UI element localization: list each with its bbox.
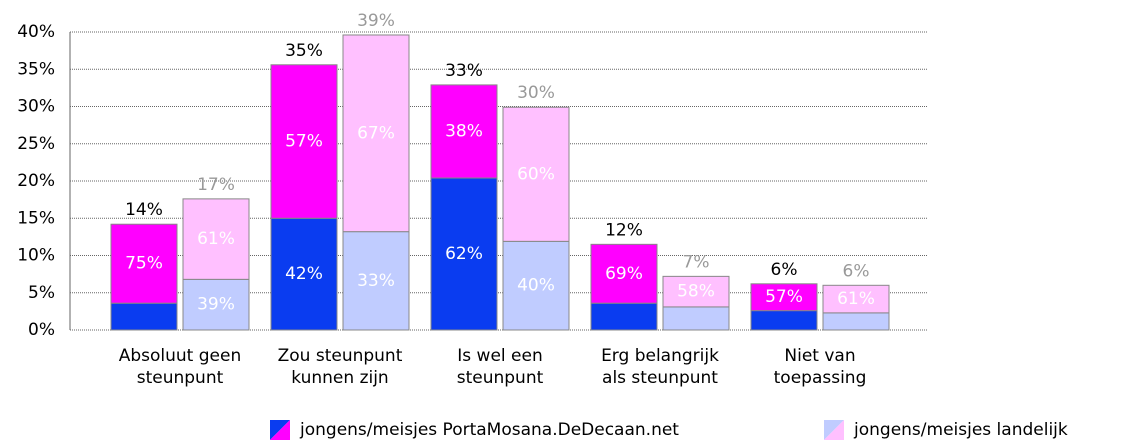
- bar-segment: [430, 177, 498, 331]
- segment-label: 60%: [517, 164, 555, 184]
- total-label: 7%: [683, 252, 710, 272]
- legend-label: jongens/meisjes PortaMosana.DeDecaan.net: [299, 420, 679, 440]
- y-tick-label: 0%: [28, 320, 55, 340]
- legend-swatch: [824, 420, 844, 440]
- total-label: 30%: [517, 83, 555, 103]
- x-tick-label: toepassing: [774, 368, 867, 388]
- segment-label: 62%: [445, 244, 483, 264]
- total-label: 39%: [357, 11, 395, 31]
- y-tick-label: 5%: [28, 283, 55, 303]
- y-tick-label: 25%: [17, 134, 55, 154]
- segment-label: 58%: [677, 282, 715, 302]
- bar-segment: [342, 34, 410, 233]
- segment-label: 61%: [837, 289, 875, 309]
- bar-segment: [270, 217, 338, 331]
- legend-label: jongens/meisjes landelijk: [853, 420, 1068, 440]
- x-tick-label: kunnen zijn: [291, 368, 388, 388]
- y-tick-label: 40%: [17, 22, 55, 42]
- x-tick-label: steunpunt: [457, 368, 544, 388]
- segment-label: 42%: [285, 264, 323, 284]
- bar-segment: [342, 231, 410, 331]
- x-tick-label: Zou steunpunt: [278, 346, 403, 366]
- total-label: 6%: [771, 260, 798, 280]
- bar-segment: [270, 64, 338, 219]
- bar-segment: [662, 306, 730, 331]
- segment-label: 38%: [445, 121, 483, 141]
- total-label: 35%: [285, 41, 323, 61]
- x-tick-label: Erg belangrijk: [601, 346, 719, 366]
- bar-segment: [502, 106, 570, 242]
- segment-label: 69%: [605, 264, 643, 284]
- total-label: 6%: [843, 261, 870, 281]
- segment-label: 61%: [197, 229, 235, 249]
- bar-segment: [590, 302, 658, 331]
- legend-swatch: [270, 420, 290, 440]
- bar-segment: [182, 198, 250, 280]
- bar-segment: [110, 223, 178, 304]
- segment-label: 33%: [357, 271, 395, 291]
- x-tick-label: Absoluut geen: [119, 346, 242, 366]
- x-tick-label: steunpunt: [137, 368, 224, 388]
- segment-label: 39%: [197, 295, 235, 315]
- y-tick-label: 35%: [17, 59, 55, 79]
- bar-segment: [822, 284, 890, 314]
- bar-segment: [822, 312, 890, 331]
- total-label: 33%: [445, 61, 483, 81]
- bar-segment: [750, 283, 818, 312]
- total-label: 12%: [605, 220, 643, 240]
- total-label: 17%: [197, 175, 235, 195]
- bar-segment: [430, 84, 498, 179]
- bar-segment: [590, 243, 658, 304]
- segment-label: 40%: [517, 276, 555, 296]
- bar-segment: [662, 275, 730, 308]
- x-tick-label: als steunpunt: [602, 368, 718, 388]
- segment-label: 57%: [765, 287, 803, 307]
- segment-label: 67%: [357, 123, 395, 143]
- y-tick-label: 30%: [17, 97, 55, 117]
- y-tick-label: 15%: [17, 208, 55, 228]
- bar-segment: [182, 278, 250, 331]
- bar-segment: [502, 240, 570, 331]
- segment-label: 75%: [125, 254, 163, 274]
- x-tick-label: Niet van: [784, 346, 855, 366]
- bar-segment: [750, 310, 818, 331]
- segment-label: 57%: [285, 132, 323, 152]
- y-tick-label: 20%: [17, 171, 55, 191]
- y-tick-label: 10%: [17, 246, 55, 266]
- total-label: 14%: [125, 200, 163, 220]
- bar-segment: [110, 302, 178, 331]
- x-tick-label: Is wel een: [457, 346, 542, 366]
